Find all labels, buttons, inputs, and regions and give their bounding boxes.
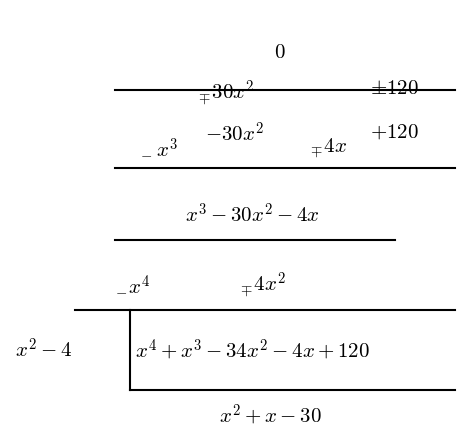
Text: $_{\mp}30x^2$: $_{\mp}30x^2$ — [198, 78, 254, 107]
Text: $x^3 - 30x^2 - 4x$: $x^3 - 30x^2 - 4x$ — [185, 203, 320, 227]
Text: $0$: $0$ — [274, 42, 286, 62]
Text: $x^2 - 4$: $x^2 - 4$ — [15, 338, 72, 362]
Text: $x^2 + x - 30$: $x^2 + x - 30$ — [219, 403, 321, 428]
Text: $-30x^2$: $-30x^2$ — [205, 122, 264, 146]
Text: $_{-}\,x^3$: $_{-}\,x^3$ — [140, 137, 178, 159]
Text: $_{\mp}4x$: $_{\mp}4x$ — [310, 136, 347, 160]
Text: $\pm 120$: $\pm 120$ — [370, 78, 419, 98]
Text: $x^4 + x^3 - 34x^2 - 4x + 120$: $x^4 + x^3 - 34x^2 - 4x + 120$ — [135, 337, 370, 362]
Text: $+120$: $+120$ — [370, 122, 419, 142]
Text: $_{-}x^4$: $_{-}x^4$ — [115, 274, 151, 296]
Text: $_{\mp}4x^2$: $_{\mp}4x^2$ — [240, 270, 286, 300]
